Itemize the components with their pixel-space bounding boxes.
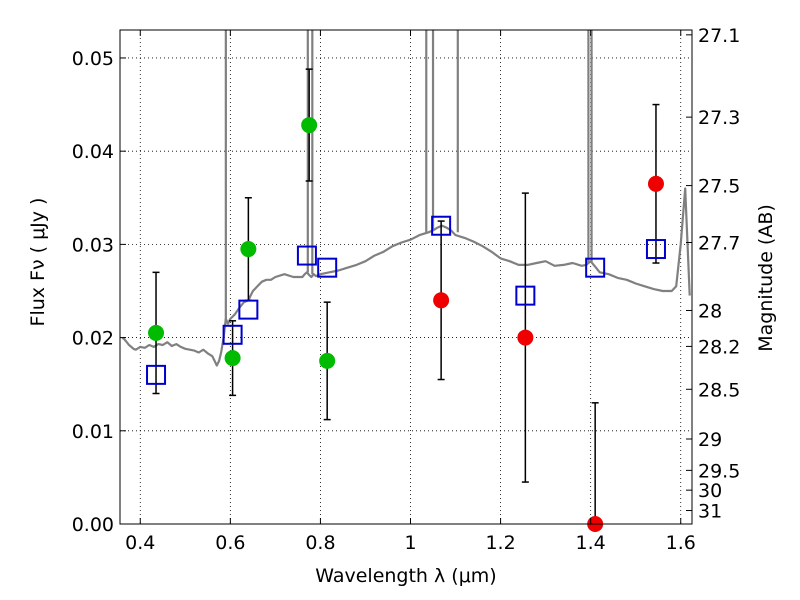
axis-ticks: 0.4 0.6 0.8 1 1.2 1.4 1.6 0.00 0.01 0.02 0.03 0.04 0… bbox=[72, 25, 741, 554]
y-tick-label: 0.02 bbox=[72, 328, 114, 350]
x-tick-label: 1.6 bbox=[666, 532, 696, 554]
x-tick-label: 1.2 bbox=[485, 532, 515, 554]
y-tick-label: 0.04 bbox=[72, 141, 114, 163]
model-flux-square bbox=[645, 239, 666, 260]
mag-tick-label: 27.3 bbox=[698, 107, 740, 129]
plot-frame bbox=[119, 29, 693, 525]
observed-flux-point bbox=[240, 241, 257, 258]
model-flux-square bbox=[296, 245, 317, 266]
x-axis-label: Wavelength λ (μm) bbox=[315, 565, 496, 587]
y-axis-label: Flux Fν ( μJy ) bbox=[27, 198, 49, 327]
mag-tick-label: 28 bbox=[698, 300, 722, 322]
model-flux-square bbox=[222, 324, 243, 345]
x-tick-label: 1.4 bbox=[576, 532, 606, 554]
y-tick-label: 0.05 bbox=[72, 48, 114, 70]
model-flux-square bbox=[238, 299, 259, 320]
mag-tick-label: 28.2 bbox=[698, 336, 740, 358]
x-tick-label: 0.4 bbox=[125, 532, 155, 554]
x-tick-label: 1 bbox=[404, 532, 416, 554]
data-markers bbox=[146, 117, 666, 532]
mag-tick-label: 29.5 bbox=[698, 460, 740, 482]
observed-flux-point bbox=[319, 352, 336, 369]
y-tick-label: 0.01 bbox=[72, 421, 114, 443]
model-spectrum bbox=[121, 30, 691, 367]
model-flux-square bbox=[317, 257, 338, 278]
mag-tick-label: 30 bbox=[698, 480, 722, 502]
mag-tick-label: 27.7 bbox=[698, 233, 740, 255]
mag-tick-label: 27.5 bbox=[698, 176, 740, 198]
observed-flux-point bbox=[148, 324, 165, 341]
model-flux-square bbox=[431, 215, 452, 236]
observed-flux-point bbox=[224, 350, 241, 367]
y-tick-label: 0.00 bbox=[72, 514, 114, 536]
observed-flux-point bbox=[433, 292, 450, 309]
mag-tick-label: 29 bbox=[698, 429, 722, 451]
observed-flux-point bbox=[517, 329, 534, 346]
mag-tick-label: 28.5 bbox=[698, 379, 740, 401]
model-flux-square bbox=[585, 257, 606, 278]
observed-flux-point bbox=[301, 117, 318, 134]
observed-flux-point bbox=[647, 175, 664, 192]
x-tick-label: 0.8 bbox=[305, 532, 335, 554]
model-flux-square bbox=[515, 285, 536, 306]
mag-tick-label: 31 bbox=[698, 501, 722, 523]
x-tick-label: 0.6 bbox=[215, 532, 245, 554]
model-flux-square bbox=[146, 364, 167, 385]
y-right-axis-label: Magnitude (AB) bbox=[755, 204, 777, 352]
mag-tick-label: 27.1 bbox=[698, 25, 740, 47]
y-tick-label: 0.03 bbox=[72, 234, 114, 256]
